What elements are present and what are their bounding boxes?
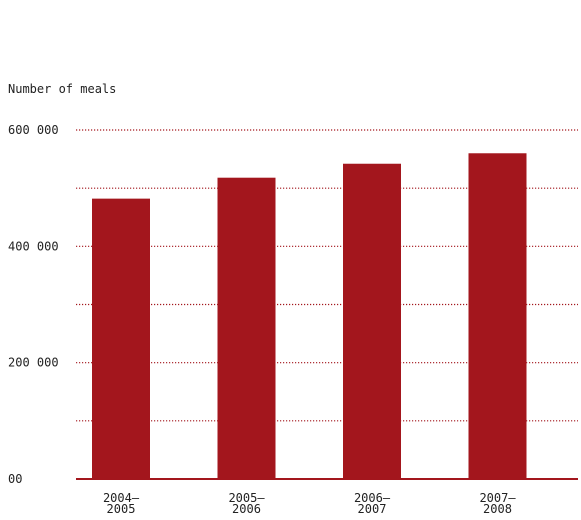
- x-tick-label: 2004– 2005: [103, 491, 140, 516]
- bar: [217, 177, 276, 480]
- y-tick-label: 00: [8, 472, 22, 486]
- y-tick-label: 200 000: [8, 356, 59, 370]
- x-tick-label: 2006– 2007: [354, 491, 391, 516]
- bar: [343, 163, 401, 479]
- y-axis-tick-labels: 00 200 000 400 000 600 000: [8, 123, 59, 486]
- x-tick-label: 2007– 2008: [479, 491, 516, 516]
- y-axis-title: Number of meals: [8, 82, 116, 96]
- bar: [92, 198, 150, 480]
- bars: [92, 153, 527, 480]
- bar: [468, 153, 527, 479]
- y-tick-label: 600 000: [8, 123, 59, 137]
- x-axis-tick-labels: 2004– 2005 2005– 2006 2006– 2007 2007– 2008: [103, 491, 516, 516]
- x-tick-label: 2005– 2006: [228, 491, 265, 516]
- y-tick-label: 400 000: [8, 239, 59, 253]
